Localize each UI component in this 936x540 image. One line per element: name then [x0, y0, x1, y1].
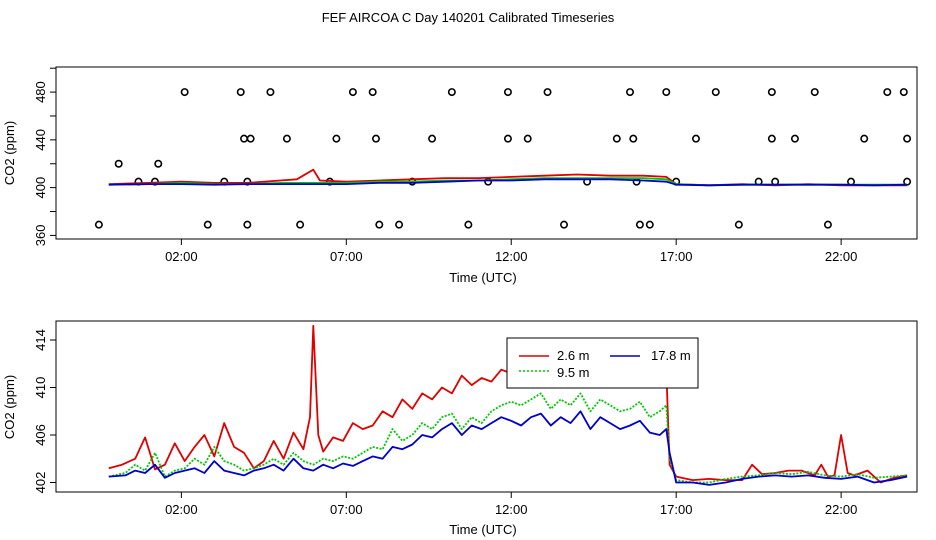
data-point: [860, 134, 869, 143]
data-point: [767, 134, 776, 143]
data-point: [395, 220, 404, 229]
top-plot-frame: [55, 66, 918, 240]
top-panel: 360 400 440 480 02:00 07:00 12:00 17:00 22:00 C…: [2, 66, 918, 285]
data-point: [368, 88, 377, 97]
top-y-tick-label: 360: [33, 225, 48, 247]
data-point: [266, 88, 275, 97]
data-point: [662, 88, 671, 97]
bottom-y-tick-label: 402: [33, 472, 48, 494]
top-y-tick-label: 400: [33, 177, 48, 199]
data-point: [371, 134, 380, 143]
data-point: [903, 177, 912, 186]
data-point: [903, 134, 912, 143]
bottom-x-axis-label: Time (UTC): [449, 522, 516, 537]
top-x-tick-label: 17:00: [660, 249, 693, 264]
legend-label-2.6m: 2.6 m: [557, 348, 590, 363]
data-point: [612, 134, 621, 143]
data-point: [246, 134, 255, 143]
top-x-tick-label: 22:00: [825, 249, 858, 264]
top-x-tick-label: 07:00: [330, 249, 363, 264]
series-line-17.8m: [108, 178, 908, 187]
bottom-x-tick-label: 22:00: [825, 502, 858, 517]
data-point: [94, 220, 103, 229]
data-point: [810, 88, 819, 97]
legend-label-17.8m: 17.8 m: [651, 348, 691, 363]
data-point: [790, 134, 799, 143]
data-point: [236, 88, 245, 97]
data-point: [464, 220, 473, 229]
data-point: [767, 88, 776, 97]
data-point: [154, 159, 163, 168]
data-point: [883, 88, 892, 97]
data-point: [629, 134, 638, 143]
data-point: [243, 220, 252, 229]
data-point: [296, 220, 305, 229]
bottom-plot-frame: [55, 320, 918, 493]
legend: 2.6 m 17.8 m 9.5 m: [506, 337, 699, 389]
data-point: [282, 134, 291, 143]
legend-label-9.5m: 9.5 m: [557, 365, 590, 380]
data-point: [180, 88, 189, 97]
data-point: [899, 88, 908, 97]
data-point: [560, 220, 569, 229]
data-point: [203, 220, 212, 229]
bottom-x-tick-label: 17:00: [660, 502, 693, 517]
data-point: [447, 88, 456, 97]
data-point: [711, 88, 720, 97]
data-point: [734, 220, 743, 229]
data-point: [543, 88, 552, 97]
data-point: [375, 220, 384, 229]
data-point: [823, 220, 832, 229]
bottom-panel: 402 406 410 414 02:00 07:00 12:00 17:00 22:00 C…: [2, 320, 918, 537]
data-point: [645, 220, 654, 229]
bottom-y-tick-label: 410: [33, 377, 48, 399]
top-x-axis-label: Time (UTC): [449, 270, 516, 285]
top-y-axis-label: CO2 (ppm): [2, 121, 17, 185]
top-y-tick-label: 440: [33, 129, 48, 151]
bottom-x-tick-label: 12:00: [495, 502, 528, 517]
top-x-tick-label: 12:00: [495, 249, 528, 264]
bottom-y-tick-label: 406: [33, 424, 48, 446]
data-point: [503, 134, 512, 143]
series-line-17.8m: [108, 410, 908, 486]
data-point: [114, 159, 123, 168]
data-point: [348, 88, 357, 97]
top-y-tick-label: 480: [33, 81, 48, 103]
data-point: [691, 134, 700, 143]
bottom-y-tick-label: 414: [33, 329, 48, 351]
series-line-2.6m: [108, 324, 908, 484]
chart-title: FEF AIRCOA C Day 140201 Calibrated Times…: [322, 10, 615, 25]
bottom-y-axis-label: CO2 (ppm): [2, 375, 17, 439]
data-point: [503, 88, 512, 97]
data-point: [240, 134, 249, 143]
bottom-x-tick-label: 07:00: [330, 502, 363, 517]
data-point: [625, 88, 634, 97]
data-point: [332, 134, 341, 143]
data-point: [523, 134, 532, 143]
data-point: [635, 220, 644, 229]
legend-box: [506, 337, 699, 389]
series-line-9.5m: [108, 392, 908, 484]
bottom-x-tick-label: 02:00: [165, 502, 198, 517]
series-line-2.6m: [108, 168, 908, 187]
top-x-tick-label: 02:00: [165, 249, 198, 264]
data-point: [428, 134, 437, 143]
